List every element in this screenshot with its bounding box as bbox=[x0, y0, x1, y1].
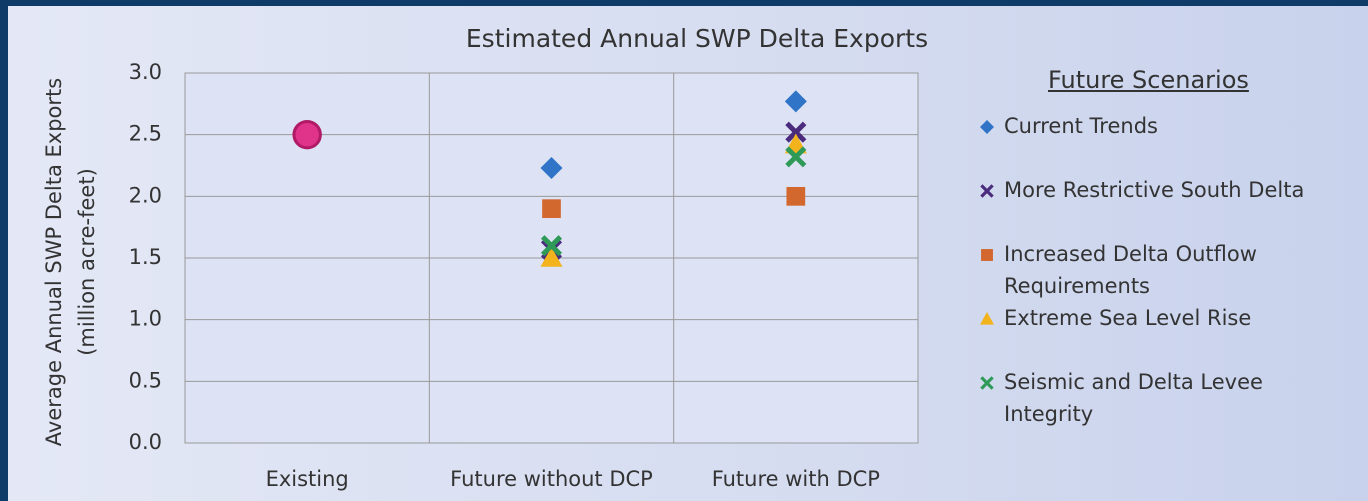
legend-label: Extreme Sea Level Rise bbox=[1004, 306, 1252, 330]
marker bbox=[540, 235, 563, 257]
marker bbox=[540, 247, 563, 267]
legend-label: Current Trends bbox=[1004, 114, 1158, 138]
legend-entry: More Restrictive South Delta bbox=[978, 174, 1348, 238]
marker bbox=[980, 120, 994, 134]
legend-symbol bbox=[981, 249, 993, 261]
legend-entry: Increased Delta Outflow Requirements bbox=[978, 238, 1348, 302]
x-tick-label: Future with DCP bbox=[712, 467, 880, 491]
legend-label: Increased Delta Outflow Requirements bbox=[1004, 242, 1257, 298]
legend-entry: Extreme Sea Level Rise bbox=[978, 302, 1348, 366]
marker bbox=[542, 199, 561, 219]
marker bbox=[786, 186, 806, 206]
y-tick-label: 3.0 bbox=[129, 60, 162, 84]
x-tick-label: Existing bbox=[266, 467, 349, 491]
legend-label: Seismic and Delta Levee Integrity bbox=[1004, 370, 1263, 426]
legend-label: More Restrictive South Delta bbox=[1004, 178, 1305, 202]
x-tick-label: Future without DCP bbox=[450, 467, 653, 491]
legend-symbol bbox=[980, 120, 994, 134]
y-axis-label: Average Annual SWP Delta Exports bbox=[42, 78, 66, 446]
marker bbox=[785, 121, 807, 143]
legend-symbol bbox=[980, 184, 994, 198]
legend-symbol bbox=[980, 312, 994, 325]
marker bbox=[785, 146, 807, 168]
y-tick-label: 1.0 bbox=[129, 307, 162, 331]
legend-title: Future Scenarios bbox=[1048, 66, 1249, 94]
y-tick-label: 0.0 bbox=[129, 430, 162, 454]
y-axis-label: (million acre-feet) bbox=[75, 168, 99, 356]
y-tick-label: 2.5 bbox=[129, 122, 162, 146]
legend-entry: Current Trends bbox=[978, 110, 1348, 174]
marker bbox=[540, 156, 563, 179]
y-tick-label: 2.0 bbox=[129, 183, 162, 207]
marker bbox=[292, 119, 322, 150]
marker bbox=[981, 249, 993, 261]
legend-symbol bbox=[980, 376, 994, 390]
chart-title: Estimated Annual SWP Delta Exports bbox=[466, 24, 928, 53]
y-tick-label: 0.5 bbox=[129, 368, 162, 392]
y-tick-label: 1.5 bbox=[129, 245, 162, 269]
marker bbox=[784, 90, 807, 113]
marker bbox=[980, 184, 994, 198]
marker bbox=[980, 376, 994, 390]
legend: Future Scenarios Current Trends More Rest… bbox=[978, 60, 1348, 430]
marker bbox=[980, 312, 994, 325]
legend-entry: Seismic and Delta Levee Integrity bbox=[978, 366, 1348, 430]
